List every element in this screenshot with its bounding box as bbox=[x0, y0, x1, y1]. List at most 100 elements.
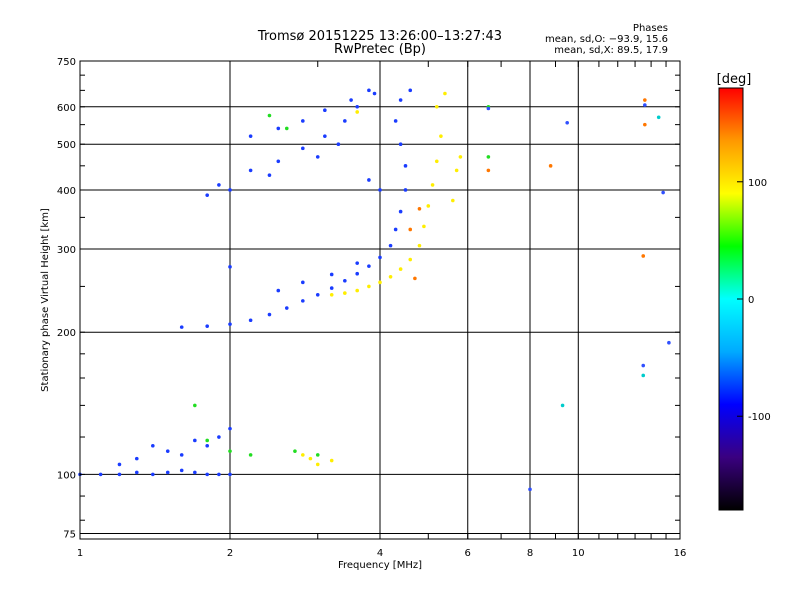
x-tick-label: 16 bbox=[674, 548, 687, 559]
echo-point bbox=[355, 110, 359, 114]
echo-point bbox=[417, 243, 422, 248]
echo-point bbox=[293, 449, 297, 453]
echo-point bbox=[548, 164, 553, 168]
echo-point bbox=[276, 159, 281, 164]
chart-title: Tromsø 20151225 13:26:00–13:27:43 bbox=[257, 29, 502, 44]
echo-point bbox=[643, 122, 647, 127]
y-tick-label: 100 bbox=[57, 470, 76, 481]
echo-point bbox=[117, 462, 122, 467]
echo-point bbox=[661, 190, 665, 195]
echo-point bbox=[486, 106, 491, 111]
echo-point bbox=[301, 453, 305, 457]
echo-point bbox=[151, 472, 155, 477]
echo-point bbox=[403, 164, 408, 168]
echo-point bbox=[343, 119, 347, 123]
echo-point bbox=[301, 146, 305, 151]
echo-point bbox=[388, 243, 393, 248]
echo-point bbox=[248, 453, 253, 457]
echo-point bbox=[486, 155, 491, 159]
colorbar-tick-label: 0 bbox=[748, 295, 754, 306]
echo-point bbox=[193, 470, 197, 475]
echo-point bbox=[276, 126, 281, 131]
echo-point bbox=[398, 98, 403, 102]
echo-point bbox=[267, 173, 272, 177]
echo-point bbox=[430, 183, 435, 187]
echo-point bbox=[323, 108, 327, 113]
echo-point bbox=[434, 104, 439, 109]
echo-point bbox=[315, 453, 320, 457]
echo-point bbox=[378, 255, 382, 260]
echo-point bbox=[417, 206, 422, 211]
echo-point bbox=[343, 291, 347, 295]
echo-point bbox=[565, 120, 569, 125]
echo-point bbox=[367, 88, 371, 93]
echo-point bbox=[301, 299, 305, 303]
phase-stats-o: mean, sd,O: −93.9, 15.6 bbox=[545, 34, 668, 45]
echo-point bbox=[367, 284, 371, 289]
echo-point bbox=[179, 468, 184, 473]
y-axis-label: Stationary phase Virtual Height [km] bbox=[40, 208, 51, 392]
echo-point bbox=[179, 325, 184, 329]
x-tick-label: 2 bbox=[227, 548, 233, 559]
colorbar-tick-label: -100 bbox=[748, 412, 771, 423]
echo-point bbox=[301, 280, 305, 285]
echo-point bbox=[355, 104, 359, 109]
echo-point bbox=[413, 276, 417, 281]
echo-point bbox=[228, 322, 232, 326]
echo-point bbox=[641, 254, 646, 258]
y-tick-label: 500 bbox=[57, 140, 76, 151]
echo-point bbox=[205, 472, 209, 477]
echo-point bbox=[528, 487, 532, 492]
x-axis-label: Frequency [MHz] bbox=[338, 560, 422, 571]
echo-point bbox=[439, 134, 443, 138]
echo-point bbox=[458, 155, 463, 159]
x-tick-label: 10 bbox=[572, 548, 585, 559]
echo-point bbox=[343, 278, 347, 283]
echo-point bbox=[267, 312, 272, 317]
plot-grid bbox=[80, 61, 680, 539]
echo-point bbox=[134, 470, 139, 475]
echo-point bbox=[284, 126, 289, 131]
echo-point bbox=[355, 288, 359, 293]
x-tick-label: 1 bbox=[77, 548, 83, 559]
echo-point bbox=[323, 134, 327, 138]
echo-point bbox=[443, 91, 447, 96]
echo-point bbox=[393, 227, 398, 232]
echo-point bbox=[378, 280, 382, 285]
echo-point bbox=[329, 286, 334, 290]
echo-point bbox=[426, 204, 431, 208]
echo-point bbox=[284, 306, 289, 310]
echo-point bbox=[315, 292, 320, 297]
echo-point bbox=[179, 453, 184, 457]
echo-point bbox=[403, 188, 408, 192]
echo-point bbox=[228, 265, 232, 269]
y-axis-ticks: 75 100 200 300 400 500 600 750 bbox=[57, 57, 680, 540]
echo-point bbox=[641, 373, 646, 378]
echo-point bbox=[329, 458, 334, 463]
echo-point bbox=[217, 435, 221, 439]
echo-point bbox=[217, 183, 221, 187]
echo-point bbox=[336, 142, 341, 146]
echo-point bbox=[367, 264, 371, 268]
echo-point bbox=[228, 472, 232, 477]
echo-point bbox=[408, 227, 413, 232]
echo-point bbox=[398, 267, 403, 271]
echo-point bbox=[248, 168, 253, 173]
echo-point bbox=[434, 159, 439, 164]
echo-point bbox=[308, 456, 313, 461]
echo-point bbox=[367, 178, 371, 182]
y-tick-label: 600 bbox=[57, 103, 76, 114]
echo-point bbox=[656, 115, 661, 120]
echo-point bbox=[205, 193, 209, 197]
echo-point bbox=[422, 224, 426, 229]
y-tick-label: 400 bbox=[57, 186, 76, 197]
y-tick-label: 750 bbox=[57, 57, 76, 68]
colorbar-ticks: 100 0 -100 bbox=[737, 178, 771, 423]
echo-point bbox=[151, 443, 155, 448]
echo-point bbox=[193, 438, 197, 443]
echo-point bbox=[329, 292, 334, 297]
y-tick-label: 75 bbox=[63, 529, 76, 540]
echo-point bbox=[329, 272, 334, 277]
y-tick-label: 200 bbox=[57, 328, 76, 339]
